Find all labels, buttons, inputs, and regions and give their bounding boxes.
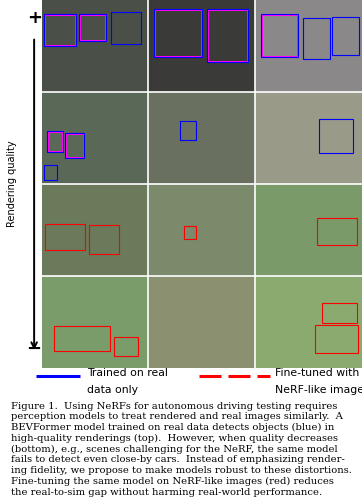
Text: −: − [26, 340, 42, 358]
Bar [319, 120, 353, 154]
Bar [80, 14, 105, 40]
Bar [45, 14, 75, 45]
Text: Rendering quality: Rendering quality [7, 140, 17, 227]
Bar [207, 9, 248, 62]
Bar [148, 0, 255, 92]
Bar [332, 16, 359, 55]
Text: Figure 1.  Using NeRFs for autonomous driving testing requires: Figure 1. Using NeRFs for autonomous dri… [11, 402, 337, 410]
Bar [111, 12, 141, 44]
Bar [154, 9, 202, 57]
Text: ing fidelity, we propose to make models robust to these distortions.: ing fidelity, we propose to make models … [11, 466, 352, 475]
Bar [47, 132, 63, 152]
Text: the real-to-sim gap without harming real-world performance.: the real-to-sim gap without harming real… [11, 488, 322, 496]
Bar [148, 276, 255, 368]
Text: Fine-tuning the same model on NeRF-like images (red) reduces: Fine-tuning the same model on NeRF-like … [11, 477, 334, 486]
Bar [315, 325, 358, 353]
Text: +: + [27, 9, 42, 27]
Bar [262, 14, 297, 56]
Bar [42, 276, 148, 368]
Bar [148, 184, 255, 276]
Bar [89, 225, 118, 254]
Text: data only: data only [87, 385, 138, 395]
Bar [114, 337, 138, 355]
Bar [44, 14, 76, 46]
Bar [42, 184, 148, 276]
Bar [42, 92, 148, 184]
Bar [255, 92, 362, 184]
Text: NeRF-like images: NeRF-like images [275, 385, 362, 395]
Bar [184, 226, 197, 239]
Bar [255, 184, 362, 276]
Bar [148, 92, 255, 184]
Bar [255, 276, 362, 368]
Text: Trained on real: Trained on real [87, 368, 168, 378]
Bar [180, 122, 197, 140]
Bar [317, 218, 357, 246]
Bar [42, 0, 148, 92]
Text: fails to detect even close-by cars.  Instead of emphasizing render-: fails to detect even close-by cars. Inst… [11, 456, 345, 464]
Bar [65, 133, 84, 158]
Text: perception models to treat rendered and real images similarly.  A: perception models to treat rendered and … [11, 412, 343, 422]
Bar [79, 14, 106, 42]
Bar [44, 166, 56, 180]
Bar [54, 326, 110, 351]
Bar [303, 18, 330, 59]
Bar [208, 10, 247, 60]
Bar [255, 0, 362, 92]
Text: BEVFormer model trained on real data detects objects (blue) in: BEVFormer model trained on real data det… [11, 423, 334, 432]
Text: high-quality renderings (top).  However, when quality decreases: high-quality renderings (top). However, … [11, 434, 338, 443]
Text: (bottom), e.g., scenes challenging for the NeRF, the same model: (bottom), e.g., scenes challenging for t… [11, 444, 337, 454]
Bar [66, 134, 83, 157]
Bar [48, 132, 62, 150]
Bar [155, 10, 201, 56]
Bar [45, 224, 85, 250]
Bar [261, 14, 298, 57]
Text: Fine-tuned with: Fine-tuned with [275, 368, 359, 378]
Bar [323, 303, 357, 324]
